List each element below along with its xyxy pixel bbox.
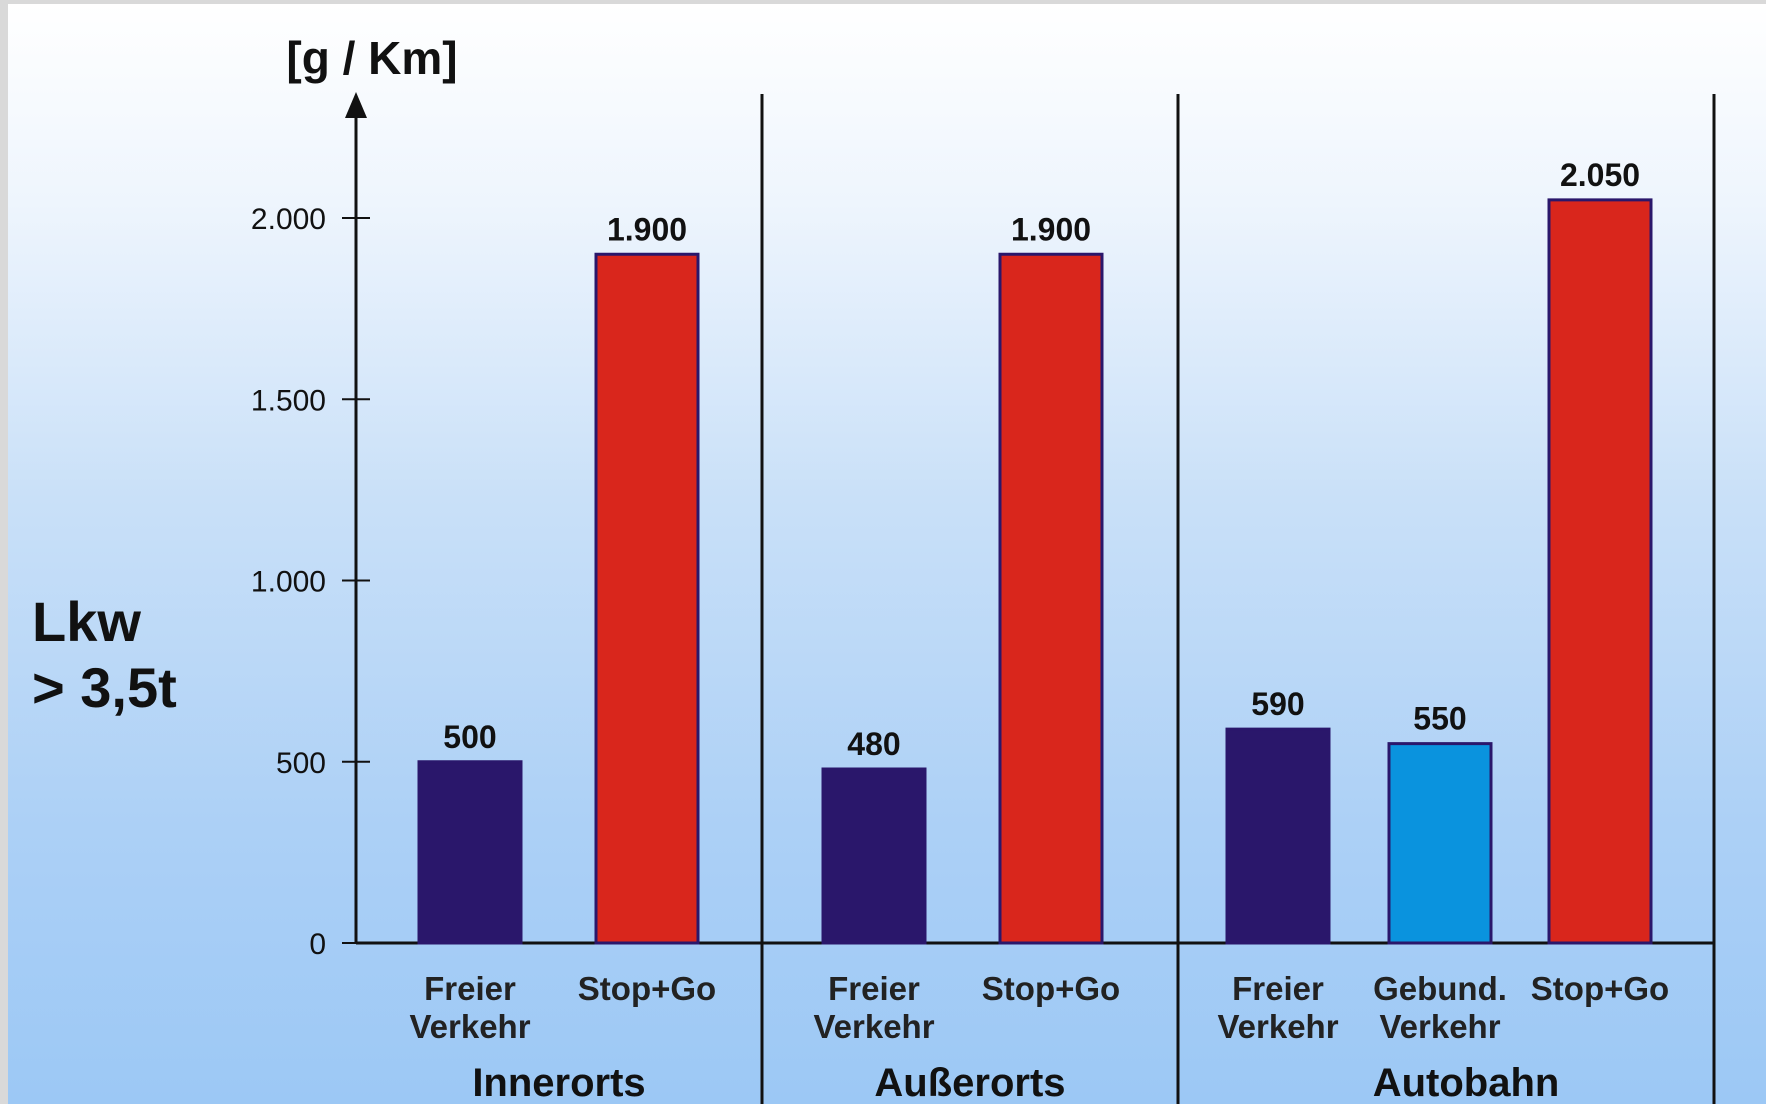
y-axis-arrow-icon — [345, 92, 367, 118]
category-label: Verkehr — [813, 1008, 934, 1045]
y-tick-label: 1.000 — [251, 566, 326, 599]
group-label: Außerorts — [874, 1061, 1065, 1104]
y-tick-label: 500 — [276, 747, 326, 780]
y-axis-unit-label: [g / Km] — [286, 32, 457, 84]
category-label: Stop+Go — [982, 970, 1120, 1007]
group-label: Innerorts — [472, 1061, 645, 1104]
bar — [594, 252, 700, 945]
category-label: Verkehr — [409, 1008, 530, 1045]
bar-value-label: 1.900 — [607, 211, 687, 247]
category-label: Freier — [828, 970, 920, 1007]
bar — [821, 767, 927, 945]
bar — [998, 252, 1104, 945]
bar — [1225, 727, 1331, 945]
category-label: Gebund. — [1373, 970, 1507, 1007]
y-tick-label: 2.000 — [251, 203, 326, 236]
category-label: Verkehr — [1217, 1008, 1338, 1045]
chart-canvas: [g / Km] Lkw > 3,5t 0 500 1.000 1.500 2.000 I… — [8, 4, 1766, 1104]
y-tick-label: 0 — [309, 928, 326, 961]
category-label: Stop+Go — [578, 970, 716, 1007]
side-label-line-1: Lkw — [32, 590, 141, 653]
group-label: Autobahn — [1373, 1061, 1560, 1104]
bar-value-label: 550 — [1413, 701, 1466, 737]
side-label-line-2: > 3,5t — [32, 656, 177, 719]
bar — [1547, 198, 1653, 945]
bar-value-label: 1.900 — [1011, 211, 1091, 247]
side-label: Lkw > 3,5t — [32, 590, 177, 719]
category-label: Freier — [1232, 970, 1324, 1007]
bar-value-label: 500 — [443, 719, 496, 755]
category-label: Freier — [424, 970, 516, 1007]
category-label: Stop+Go — [1531, 970, 1669, 1007]
bar-value-label: 480 — [847, 726, 900, 762]
category-label: Verkehr — [1379, 1008, 1500, 1045]
bar-chart: [g / Km] Lkw > 3,5t 0 500 1.000 1.500 2.000 I… — [32, 32, 1716, 1104]
bar — [417, 760, 523, 945]
bar-value-label: 590 — [1251, 686, 1304, 722]
y-tick-label: 1.500 — [251, 384, 326, 417]
bar — [1387, 742, 1493, 945]
bar-value-label: 2.050 — [1560, 157, 1640, 193]
